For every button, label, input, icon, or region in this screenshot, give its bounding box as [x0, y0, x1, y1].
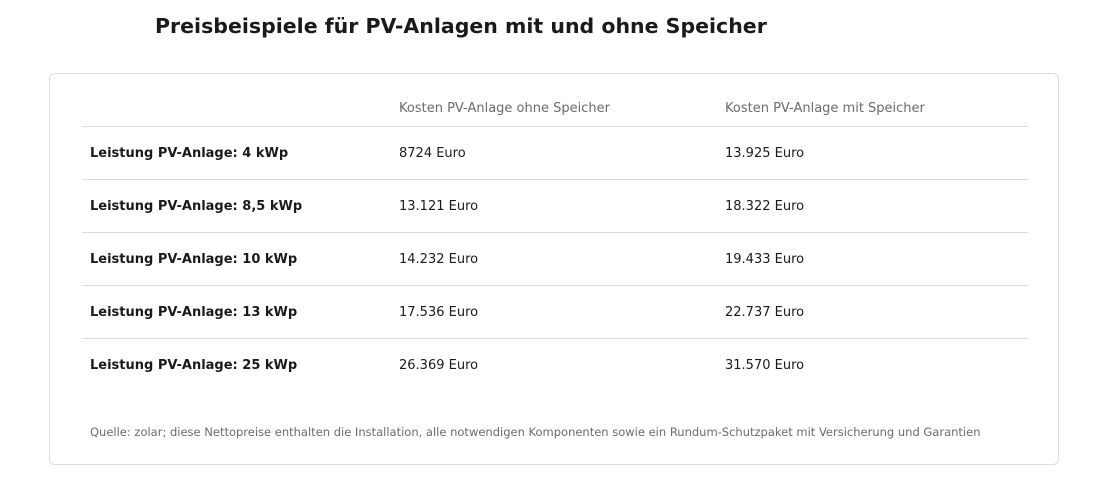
table-row: Leistung PV-Anlage: 4 kWp 8724 Euro 13.9…	[82, 126, 1028, 180]
price-table: Kosten PV-Anlage ohne Speicher Kosten PV…	[82, 90, 1028, 391]
price-table-card: Kosten PV-Anlage ohne Speicher Kosten PV…	[49, 73, 1059, 465]
table-row: Leistung PV-Anlage: 25 kWp 26.369 Euro 3…	[82, 339, 1028, 392]
column-header-empty	[82, 90, 391, 127]
cost-ohne-speicher: 8724 Euro	[391, 126, 717, 180]
column-header-mit-speicher: Kosten PV-Anlage mit Speicher	[717, 90, 1028, 127]
column-header-ohne-speicher: Kosten PV-Anlage ohne Speicher	[391, 90, 717, 127]
cost-mit-speicher: 31.570 Euro	[725, 357, 805, 373]
cost-ohne-speicher: 17.536 Euro	[391, 285, 717, 339]
source-note: Quelle: zolar; diese Nettopreise enthalt…	[90, 425, 981, 439]
cost-mit-speicher: 18.322 Euro	[717, 179, 1028, 233]
cost-mit-speicher: 19.433 Euro	[717, 232, 1028, 286]
row-label: Leistung PV-Anlage: 10 kWp	[82, 232, 391, 286]
table-row: Leistung PV-Anlage: 8,5 kWp 13.121 Euro …	[82, 179, 1028, 233]
cost-ohne-speicher: 13.121 Euro	[391, 179, 717, 233]
row-label: Leistung PV-Anlage: 13 kWp	[82, 285, 391, 339]
cost-ohne-speicher: 26.369 Euro	[399, 357, 479, 373]
row-label: Leistung PV-Anlage: 8,5 kWp	[82, 179, 391, 233]
table-row: Leistung PV-Anlage: 13 kWp 17.536 Euro 2…	[82, 285, 1028, 339]
table-row: Leistung PV-Anlage: 10 kWp 14.232 Euro 1…	[82, 232, 1028, 286]
cost-ohne-speicher: 14.232 Euro	[391, 232, 717, 286]
row-label: Leistung PV-Anlage: 4 kWp	[82, 126, 391, 180]
cost-mit-speicher: 13.925 Euro	[717, 126, 1028, 180]
cost-mit-speicher: 22.737 Euro	[717, 285, 1028, 339]
row-label: Leistung PV-Anlage: 25 kWp	[90, 357, 298, 373]
page-title: Preisbeispiele für PV-Anlagen mit und oh…	[155, 14, 767, 38]
table-header-row: Kosten PV-Anlage ohne Speicher Kosten PV…	[82, 90, 1028, 127]
